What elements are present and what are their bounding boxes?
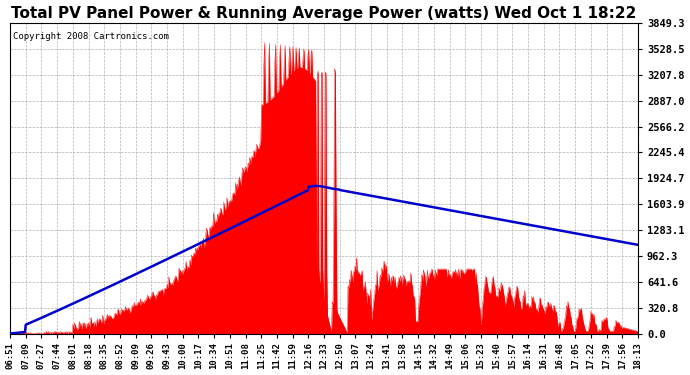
Text: Copyright 2008 Cartronics.com: Copyright 2008 Cartronics.com — [13, 32, 169, 41]
Title: Total PV Panel Power & Running Average Power (watts) Wed Oct 1 18:22: Total PV Panel Power & Running Average P… — [11, 6, 637, 21]
